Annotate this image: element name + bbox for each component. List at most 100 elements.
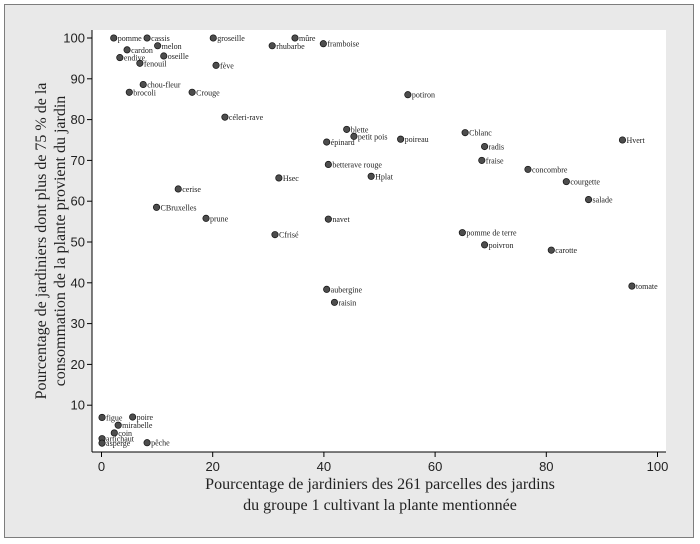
point-label: poireau: [405, 135, 429, 144]
point-label: carotte: [555, 246, 577, 255]
x-tick-label: 40: [317, 459, 331, 474]
y-axis-title-line: consommation de la plante provient du ja…: [52, 96, 69, 387]
data-point: [319, 40, 327, 48]
data-point: [136, 59, 144, 67]
data-point: [481, 241, 489, 249]
point-label: coin: [118, 429, 132, 438]
y-axis-title-line: Pourcentage de jardiniers dont plus de 7…: [33, 83, 50, 400]
point-label: mûre: [299, 34, 316, 43]
point-label: rhubarbe: [276, 42, 305, 51]
data-point: [481, 142, 489, 151]
point-label: épinard: [331, 138, 355, 147]
point-label: artichaut: [106, 435, 135, 444]
data-point: [116, 54, 124, 62]
point-label: Hvert: [626, 136, 645, 145]
point-label: asperge: [106, 439, 131, 448]
y-tick-label: 30: [71, 316, 85, 331]
point-label: chou-fleur: [147, 81, 181, 90]
y-tick-label: 70: [71, 153, 85, 168]
data-point: [129, 413, 137, 421]
data-point: [323, 285, 331, 293]
points-layer: pomme cassis groseille mûre cardon melon rhuba…: [98, 34, 658, 448]
data-point: [221, 113, 229, 121]
data-point: [152, 203, 161, 211]
data-point: [110, 429, 118, 437]
point-label: betterave rouge: [332, 160, 382, 169]
data-point: [98, 413, 106, 421]
point-label: endive: [124, 54, 146, 63]
point-label: raisin: [338, 298, 356, 307]
data-point: [350, 132, 358, 140]
point-label: navet: [332, 215, 350, 224]
data-point: [343, 125, 351, 133]
data-point: [562, 178, 570, 186]
x-tick-label: 60: [428, 459, 442, 474]
data-point: [98, 439, 106, 447]
point-label: CBruxelles: [161, 203, 197, 212]
data-point: [125, 88, 133, 96]
data-point: [478, 156, 486, 164]
y-tick-label: 40: [71, 275, 85, 290]
point-label: melon: [162, 42, 182, 51]
data-point: [291, 34, 299, 42]
point-label: mirabelle: [122, 421, 153, 430]
point-label: poire: [137, 413, 154, 422]
data-point: [618, 136, 627, 144]
point-label: cassis: [151, 34, 170, 43]
x-tick-label: 100: [647, 459, 669, 474]
point-label: pomme de terre: [466, 229, 517, 238]
point-label: concombre: [532, 165, 568, 174]
y-tick-label: 60: [71, 194, 85, 209]
data-point: [404, 91, 412, 99]
data-point: [585, 196, 593, 204]
x-axis-title: Pourcentage de jardiniers des 261 parcel…: [205, 476, 555, 514]
data-point: [212, 61, 220, 69]
data-point: [458, 229, 466, 237]
point-label: framboise: [327, 40, 359, 49]
data-point: [209, 34, 217, 42]
x-axis-title-line: Pourcentage de jardiniers des 261 parcel…: [205, 476, 555, 493]
data-point: [461, 129, 469, 137]
point-label: fraise: [486, 156, 504, 165]
data-point: [547, 246, 555, 254]
x-tick-label: 0: [98, 459, 105, 474]
data-point: [524, 165, 532, 173]
plot-area: [92, 30, 666, 452]
data-point: [143, 34, 151, 42]
point-label: Hplat: [375, 172, 394, 181]
data-point: [367, 172, 375, 180]
data-point: [275, 174, 283, 182]
point-label: cardon: [131, 46, 153, 55]
point-label: salade: [593, 196, 613, 205]
point-label: potiron: [412, 91, 435, 100]
point-label: tomate: [636, 282, 658, 291]
point-label: pomme: [118, 34, 142, 43]
point-label: brocoli: [133, 88, 156, 97]
data-point: [324, 160, 332, 169]
point-label: radis: [489, 143, 505, 152]
point-label: Cfrisé: [279, 231, 299, 240]
point-label: pêche: [151, 439, 170, 448]
data-point: [123, 46, 131, 54]
data-point: [139, 80, 147, 89]
point-label: céleri-rave: [229, 113, 264, 122]
data-point: [330, 298, 339, 306]
point-label: Crouge: [196, 88, 220, 97]
y-tick-label: 10: [71, 398, 85, 413]
y-axis-title: Pourcentage de jardiniers dont plus de 7…: [33, 83, 69, 400]
data-point: [188, 88, 196, 96]
data-point: [628, 282, 636, 290]
point-label: cerise: [182, 185, 201, 194]
x-axis-title-line: du groupe 1 cultivant la plante mentionn…: [243, 497, 517, 514]
axes: 10 20 30 40 50 60 70 80 90 100 0 20 40 60 80 100: [63, 30, 668, 474]
point-label: poivron: [489, 241, 514, 250]
point-label: aubergine: [331, 285, 363, 294]
data-point: [324, 215, 332, 223]
point-label: groseille: [217, 34, 245, 43]
y-tick-label: 50: [71, 235, 85, 250]
data-point: [202, 214, 210, 222]
data-point: [271, 231, 279, 239]
point-label: Cblanc: [469, 129, 492, 138]
x-tick-label: 20: [205, 459, 219, 474]
